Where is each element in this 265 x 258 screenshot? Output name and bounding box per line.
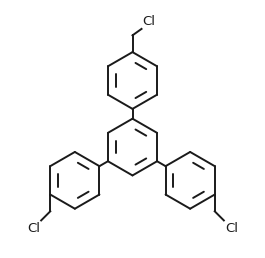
Text: Cl: Cl xyxy=(27,222,40,235)
Text: Cl: Cl xyxy=(225,222,238,235)
Text: Cl: Cl xyxy=(143,15,156,28)
